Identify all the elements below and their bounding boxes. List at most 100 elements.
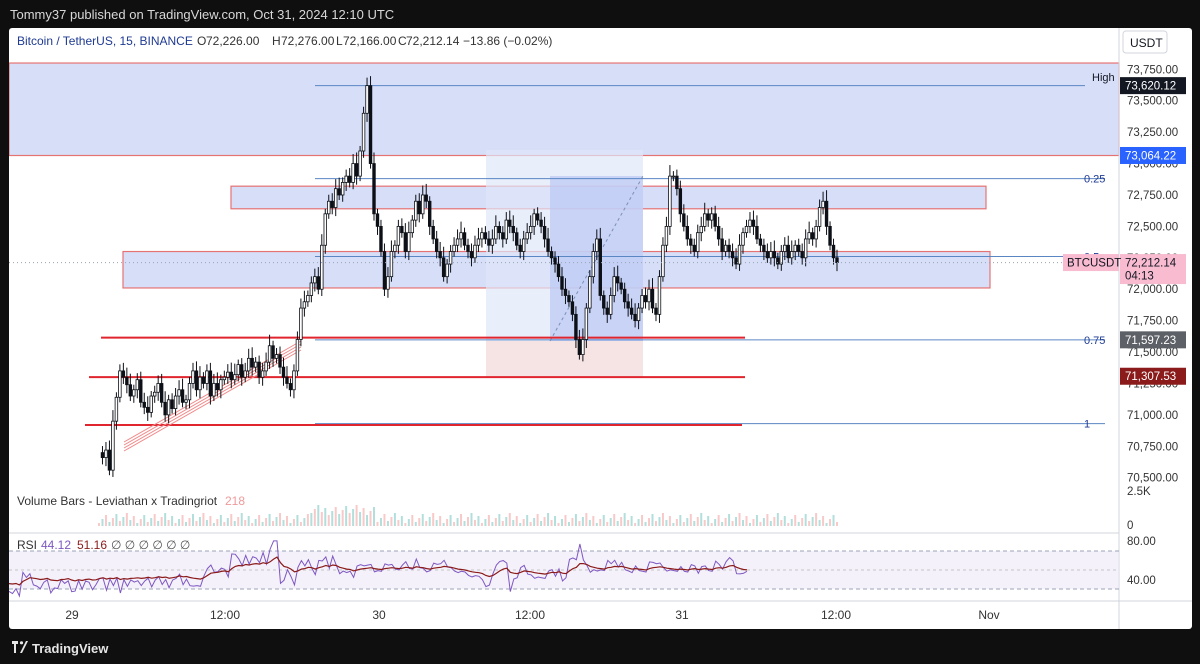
candle-body-32 <box>208 370 213 397</box>
volume-bar-119 <box>512 520 515 526</box>
candle-body-130 <box>549 251 554 259</box>
candle-body-168 <box>682 213 686 227</box>
fib-label-0: 0.25 <box>1084 174 1105 186</box>
volume-bar-57 <box>296 515 299 526</box>
candle-body-121 <box>518 244 522 252</box>
volume-bar-16 <box>153 514 156 526</box>
volume-bar-158 <box>648 518 651 526</box>
candle-body-132 <box>556 263 561 278</box>
candle-body-63 <box>316 276 321 290</box>
candle-body-26 <box>187 383 192 401</box>
candle-body-200 <box>793 244 797 252</box>
volume-bar-109 <box>477 516 480 526</box>
volume-tick-1: 0 <box>1127 520 1133 532</box>
candle-body-42 <box>243 370 247 378</box>
volume-bar-122 <box>522 519 525 526</box>
volume-bar-75 <box>359 512 362 526</box>
candle-body-207 <box>817 207 822 227</box>
volume-bar-80 <box>376 522 379 526</box>
volume-bar-59 <box>303 518 306 526</box>
volume-bar-113 <box>491 522 494 526</box>
y-tick-0: 73,750.00 <box>1127 64 1178 76</box>
volume-bar-150 <box>620 517 623 526</box>
candle-body-113 <box>490 238 495 246</box>
volume-bar-71 <box>345 506 348 526</box>
volume-bar-191 <box>762 518 765 526</box>
price-chart[interactable]: Bitcoin / TetherUS, 15, BINANCE O 72,226… <box>9 28 1192 629</box>
candle-body-56 <box>292 370 296 391</box>
candle-body-123 <box>525 232 529 240</box>
volume-bar-118 <box>508 513 511 526</box>
volume-bar-0 <box>98 523 100 526</box>
candle-body-110 <box>480 232 484 240</box>
volume-bar-36 <box>223 522 226 526</box>
volume-bar-169 <box>686 518 689 526</box>
volume-bar-72 <box>348 513 351 526</box>
chart-frame[interactable]: Bitcoin / TetherUS, 15, BINANCE O 72,226… <box>9 28 1192 629</box>
volume-bar-143 <box>595 523 598 526</box>
candle-body-164 <box>668 175 672 227</box>
candle-body-174 <box>703 213 707 227</box>
candle-body-73 <box>351 163 355 183</box>
symbol-tag-box <box>1063 254 1119 272</box>
volume-bar-178 <box>717 515 720 526</box>
candle-body-181 <box>727 244 731 252</box>
volume-bar-29 <box>198 517 201 526</box>
symbol-tag: BTCUSDT <box>1067 258 1121 270</box>
candle-body-177 <box>713 213 717 227</box>
candle-body-82 <box>382 251 387 290</box>
volume-bar-211 <box>832 515 835 526</box>
legend-open-value: 72,226.00 <box>206 34 260 48</box>
volume-bar-63 <box>317 505 320 526</box>
candle-body-158 <box>647 288 651 303</box>
volume-bar-162 <box>661 513 664 526</box>
candle-body-76 <box>361 112 366 152</box>
time-axis[interactable]: 29 12:00 30 12:00 31 12:00 Nov <box>9 600 1192 622</box>
candle-body-143 <box>595 238 599 252</box>
candle-body-43 <box>246 357 251 372</box>
volume-bar-124 <box>529 522 532 526</box>
volume-bar-197 <box>783 516 786 526</box>
candle-body-117 <box>504 219 508 240</box>
volume-bar-40 <box>237 517 240 526</box>
y-tick-1: 73,500.00 <box>1127 96 1178 108</box>
candle-body-178 <box>716 225 721 240</box>
volume-bar-154 <box>634 523 637 526</box>
candle-body-16 <box>152 391 157 397</box>
currency-button[interactable]: USDT <box>1130 36 1163 50</box>
candle-body-183 <box>734 257 738 265</box>
volume-bar-212 <box>836 522 838 526</box>
candle-body-198 <box>786 244 790 259</box>
candle-body-9 <box>128 384 133 397</box>
volume-bar-160 <box>654 521 657 526</box>
candle-body-141 <box>588 276 592 309</box>
candle-body-190 <box>758 238 763 246</box>
volume-bar-172 <box>696 517 699 526</box>
candle-body-36 <box>222 376 227 381</box>
volume-bar-30 <box>202 513 205 526</box>
candle-body-97 <box>434 238 439 252</box>
candle-body-19 <box>163 401 167 416</box>
volume-bar-179 <box>721 522 724 526</box>
volume-bar-105 <box>463 521 466 526</box>
footer-bar: TradingView <box>0 630 1200 664</box>
volume-bar-37 <box>226 518 229 526</box>
candle-body-111 <box>483 232 488 240</box>
candle-body-161 <box>657 276 662 315</box>
volume-bar-188 <box>752 519 755 526</box>
volume-bar-204 <box>808 521 811 526</box>
candle-body-179 <box>720 238 724 252</box>
volume-bar-93 <box>421 514 424 526</box>
volume-bar-137 <box>574 514 577 526</box>
candle-body-118 <box>508 219 512 227</box>
candle-body-202 <box>800 251 804 259</box>
candle-body-77 <box>365 85 369 114</box>
volume-bar-139 <box>581 517 584 526</box>
volume-bar-54 <box>285 516 288 526</box>
candle-body-35 <box>219 379 223 391</box>
candle-body-13 <box>142 401 146 408</box>
candle-body-31 <box>205 370 209 384</box>
currency-button-box[interactable] <box>1122 30 1168 54</box>
volume-bar-145 <box>602 515 605 526</box>
volume-bar-90 <box>411 515 414 526</box>
